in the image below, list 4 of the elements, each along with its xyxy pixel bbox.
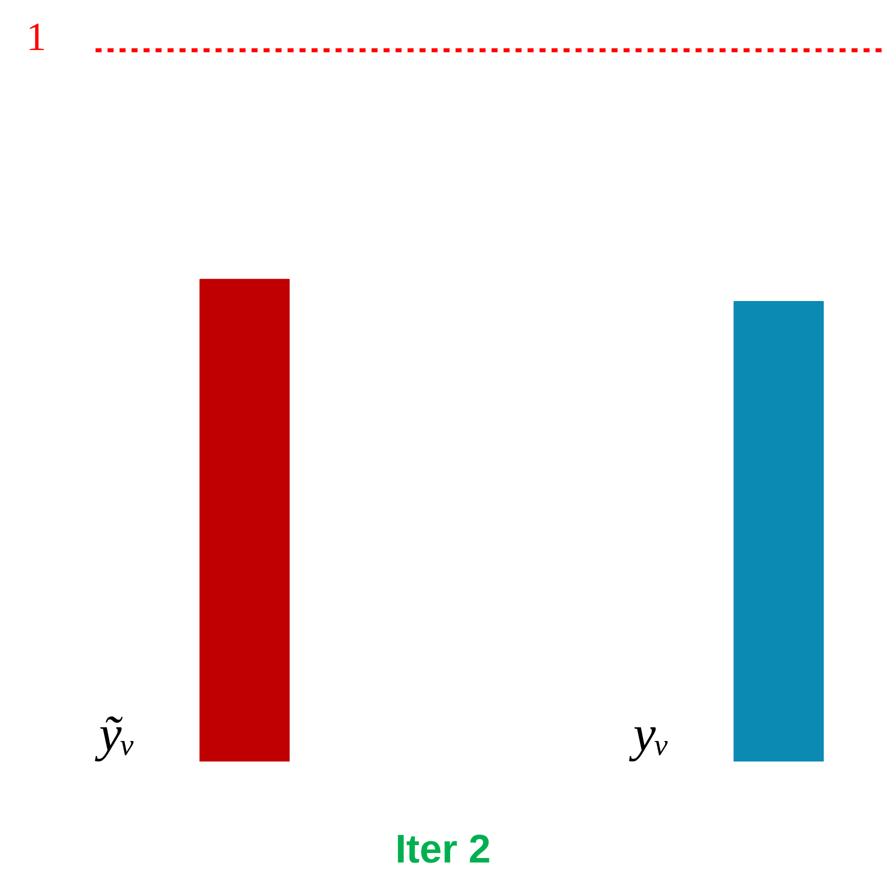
x-tick-label: yᵥ: [628, 706, 670, 762]
x-axis-title: Iter 2: [395, 828, 491, 872]
ref-line-label: 1: [26, 14, 46, 59]
x-tick-label: ỹᵥ: [94, 706, 136, 762]
